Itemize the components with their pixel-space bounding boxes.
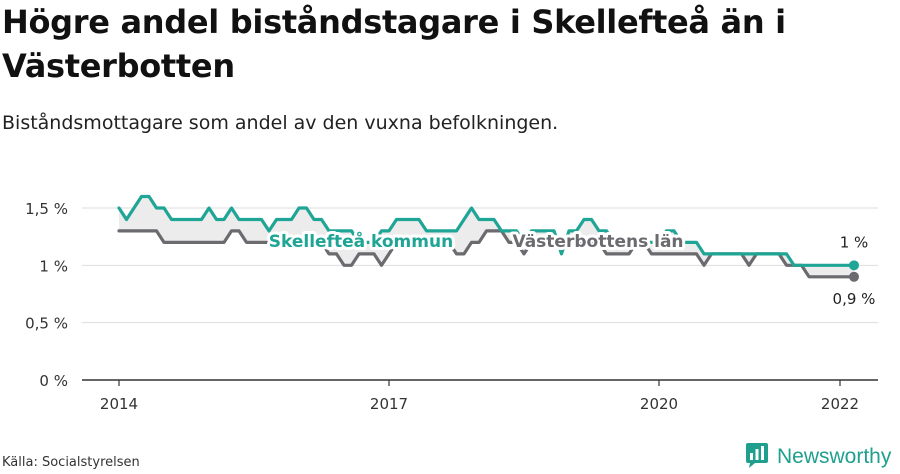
series-label-skelleftea: Skellefteå kommun — [269, 230, 453, 252]
end-label-vasterbotten: 0,9 % — [833, 290, 876, 308]
source-note: Källa: Socialstyrelsen — [2, 455, 140, 470]
grid-lines — [82, 207, 878, 381]
y-tick-label: 0,5 % — [25, 315, 68, 333]
x-tick-label: 2014 — [100, 395, 138, 413]
x-tick-label: 2020 — [640, 395, 678, 413]
end-point-vasterbotten — [849, 271, 859, 282]
y-tick-labels: 0 % 0,5 % 1 % 1,5 % — [25, 200, 68, 390]
y-tick-label: 1,5 % — [25, 200, 68, 218]
end-points: 1 % 0,9 % — [833, 233, 876, 307]
series-labels: Skellefteå kommun Västerbottens län — [266, 227, 687, 255]
chart-subtitle: Biståndsmottagare som andel av den vuxna… — [2, 112, 559, 134]
brand-logo[interactable]: Newsworthy — [745, 442, 891, 472]
series-lines — [117, 194, 856, 279]
page-title: Högre andel biståndstagare i Skellefteå … — [2, 3, 786, 85]
end-label-skelleftea: 1 % — [840, 233, 869, 251]
y-tick-label: 1 % — [39, 257, 68, 275]
area-between-series — [119, 196, 854, 277]
x-tick-labels: 2014 2017 2020 2022 — [100, 380, 859, 413]
x-tick-label: 2017 — [370, 395, 408, 413]
end-point-skelleftea — [849, 260, 859, 271]
x-tick-label: 2022 — [821, 395, 859, 413]
brand-name: Newsworthy — [777, 445, 892, 468]
y-tick-label: 0 % — [39, 372, 68, 390]
series-line-skelleftea — [117, 194, 856, 267]
series-label-vasterbotten: Västerbottens län — [512, 232, 683, 252]
newsworthy-logo-icon — [745, 441, 769, 473]
series-line-vasterbotten — [117, 229, 856, 279]
